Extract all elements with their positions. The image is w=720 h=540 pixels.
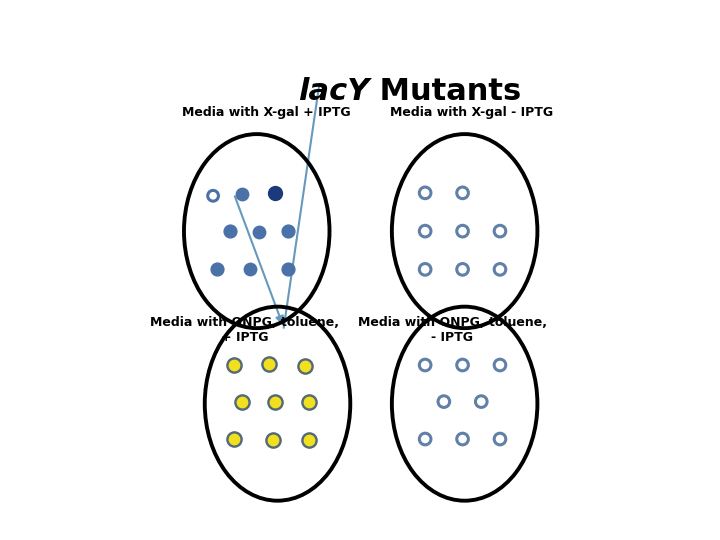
Text: Mutants: Mutants (369, 77, 521, 106)
Point (303, 397, 315, 406)
Point (303, 436, 315, 444)
Point (253, 228, 264, 237)
Point (494, 361, 505, 369)
Point (228, 361, 240, 369)
Point (456, 188, 468, 197)
Point (245, 265, 256, 274)
Point (207, 192, 219, 200)
Point (282, 227, 294, 235)
Point (270, 398, 282, 407)
Point (419, 188, 431, 197)
Point (236, 397, 248, 406)
Point (475, 397, 487, 406)
Point (267, 436, 279, 444)
Text: Media with ONPG, toluene,
+ IPTG: Media with ONPG, toluene, + IPTG (150, 316, 339, 345)
Point (264, 360, 275, 368)
Point (438, 397, 449, 406)
Point (456, 265, 468, 274)
Point (419, 227, 431, 235)
Point (224, 227, 235, 235)
Point (282, 264, 294, 273)
Point (236, 190, 248, 198)
Text: Media with ONPG, toluene,
- IPTG: Media with ONPG, toluene, - IPTG (358, 316, 546, 345)
Point (456, 361, 468, 369)
Point (236, 397, 248, 406)
Text: Media with X-gal - IPTG: Media with X-gal - IPTG (390, 106, 553, 119)
Point (228, 435, 240, 443)
Point (228, 435, 240, 443)
Point (264, 360, 275, 368)
Point (494, 227, 505, 235)
Point (299, 362, 310, 370)
Text: lacY: lacY (297, 77, 369, 106)
Point (267, 436, 279, 444)
Text: Media with X-gal + IPTG: Media with X-gal + IPTG (182, 106, 351, 119)
Point (270, 398, 282, 407)
Point (303, 397, 315, 406)
Point (299, 362, 310, 370)
Point (419, 265, 431, 274)
Point (303, 436, 315, 444)
Point (494, 435, 505, 443)
Point (270, 188, 282, 197)
Point (419, 435, 431, 443)
Point (456, 227, 468, 235)
Point (228, 361, 240, 369)
Point (456, 435, 468, 443)
Point (419, 361, 431, 369)
Point (494, 265, 505, 274)
Point (212, 264, 223, 273)
